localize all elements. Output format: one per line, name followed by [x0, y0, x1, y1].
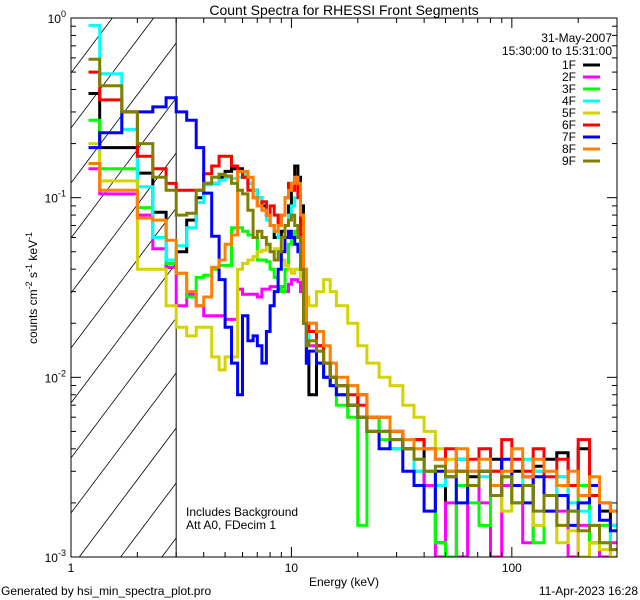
series-line-5F [88, 142, 617, 557]
series-line-6F [88, 70, 617, 513]
x-axis-label: Energy (keV) [309, 575, 379, 589]
chart-title: Count Spectra for RHESSI Front Segments [209, 2, 478, 18]
legend-label: 2F [562, 70, 576, 84]
hatched-region [70, 17, 177, 558]
legend-label: 6F [562, 118, 576, 132]
legend-item-1F: 1F [562, 58, 600, 72]
legend-label: 1F [562, 58, 576, 72]
legend-label: 8F [562, 142, 576, 156]
legend-label: 4F [562, 94, 576, 108]
time-range-label: 15:30:00 to 15:31:00 [502, 44, 612, 58]
x-tick-label: 10 [285, 561, 299, 575]
y-tick-label: 100 [48, 9, 66, 26]
annotation-attenuator: Att A0, FDecim 1 [186, 518, 276, 532]
legend-item-3F: 3F [562, 82, 600, 96]
legend-item-7F: 7F [562, 130, 600, 144]
legend-item-6F: 6F [562, 118, 600, 132]
x-tick-label: 1 [68, 561, 75, 575]
legend-item-8F: 8F [562, 142, 600, 156]
series-line-3F [88, 118, 617, 557]
date-label: 31-May-2007 [541, 31, 612, 45]
series-line-8F [88, 162, 617, 513]
series-line-2F [88, 167, 617, 557]
legend-item-5F: 5F [562, 106, 600, 120]
footer-generated-by: Generated by hsi_min_spectra_plot.pro [1, 584, 211, 598]
hatch-line [161, 537, 177, 558]
hatch-line [70, 17, 113, 74]
hatch-line [70, 207, 177, 349]
annotation-background: Includes Background [186, 505, 298, 519]
legend-item-2F: 2F [562, 70, 600, 84]
footer-timestamp: 11-Apr-2023 16:28 [539, 584, 639, 598]
hatch-line [70, 372, 177, 514]
y-tick-label: 10-3 [45, 548, 66, 565]
hatch-line [120, 482, 177, 558]
legend-label: 9F [562, 154, 576, 168]
hatch-line [70, 152, 177, 294]
y-axis-label: counts cm-2 s-1 keV-1 [24, 232, 40, 344]
series-line-9F [88, 57, 617, 552]
x-tick-label: 100 [502, 561, 522, 575]
legend-label: 3F [562, 82, 576, 96]
y-tick-label: 10-1 [45, 189, 66, 206]
hatch-line [70, 317, 177, 459]
plot-frame [70, 17, 618, 558]
hatch-line [70, 262, 177, 404]
legend-item-9F: 9F [562, 154, 600, 168]
y-tick-label: 10-2 [45, 368, 66, 385]
legend-label: 7F [562, 130, 576, 144]
legend-label: 5F [562, 106, 576, 120]
legend-item-4F: 4F [562, 94, 600, 108]
hatch-line [78, 427, 177, 558]
